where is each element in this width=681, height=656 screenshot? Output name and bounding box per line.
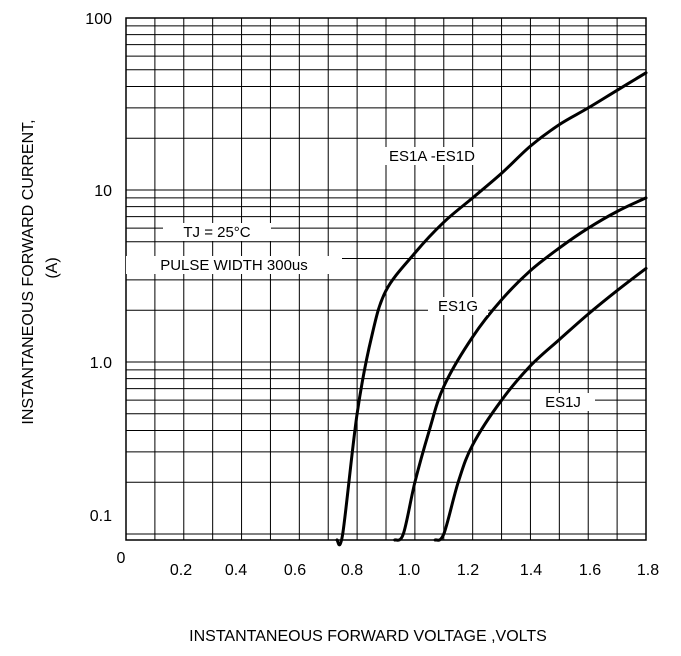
series-label-es1j: ES1J [545,394,581,411]
series-line-es1g [393,196,648,542]
x-tick-label: 0.4 [225,562,247,579]
y-tick-labels: 0.1 1.0 10 100 [85,11,112,525]
y-tick-label: 10 [94,183,112,200]
y-axis-label: INSTANTANEOUS FORWARD CURRENT, [20,119,37,424]
x-axis-label: INSTANTANEOUS FORWARD VOLTAGE ,VOLTS [189,628,547,645]
annotation-tj: TJ = 25°C [183,224,250,241]
series-label-es1j-bg [531,393,595,411]
series-line-es1j [433,266,648,542]
plot-frame [125,17,647,541]
y-tick-label: 100 [85,11,112,28]
x-tick-label: 1.4 [520,562,542,579]
y-tick-label: 0.1 [90,508,112,525]
series-label-es1g-bg [428,297,488,315]
x-tick-label: 0.6 [284,562,306,579]
x-tick-label: 1.2 [457,562,479,579]
series-label-es1a-es1d-bg [368,147,496,165]
x-tick-label: 0.2 [170,562,192,579]
series-label-es1a-es1d: ES1A -ES1D [389,148,475,165]
annotation-tj-bg [163,223,271,241]
x-tick-label: 0 [117,550,126,567]
x-tick-label: 0.8 [341,562,363,579]
annotation-pulse-width-bg [126,256,342,274]
series-label-es1g: ES1G [438,298,478,315]
y-axis-unit: (A) [44,257,61,278]
x-tick-label: 1.8 [637,562,659,579]
grid [126,18,646,540]
chart-labels: ES1A -ES1D ES1G ES1J TJ = 25°C PULSE WIDTH 3… [126,147,595,411]
y-tick-label: 1.0 [90,355,112,372]
x-tick-label: 1.0 [398,562,420,579]
annotation-pulse-width: PULSE WIDTH 300us [160,257,308,274]
series-lines [335,71,648,547]
x-tick-label: 1.6 [579,562,601,579]
x-tick-labels: 0 0.2 0.4 0.6 0.8 1.0 1.2 1.4 1.6 1.8 [117,550,660,579]
series-line-es1a-es1d [335,71,648,547]
